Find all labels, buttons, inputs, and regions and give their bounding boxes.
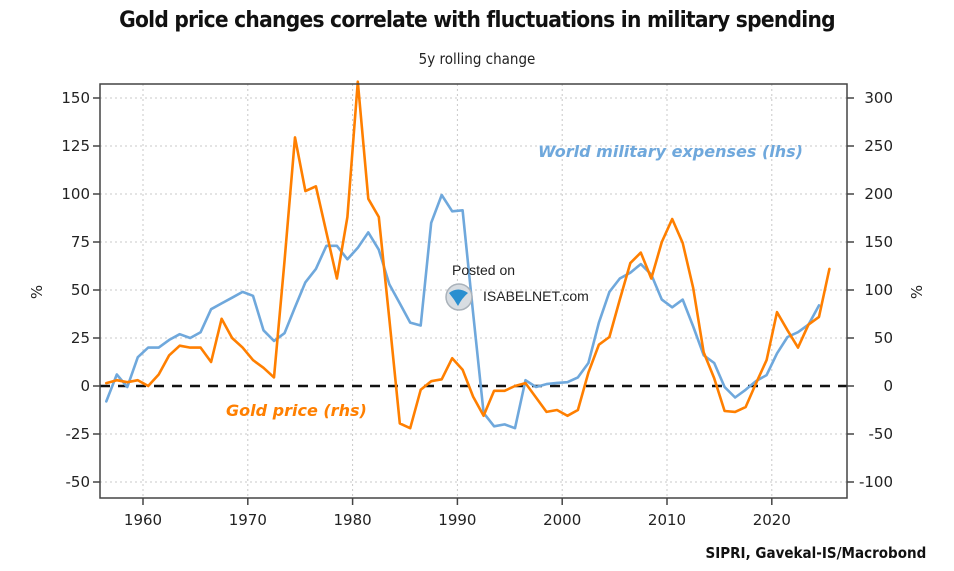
watermark-site: ISABELNET.com bbox=[483, 288, 589, 304]
right-tick-label: 0 bbox=[883, 377, 893, 395]
right-tick-label: 150 bbox=[864, 233, 893, 251]
x-tick-label: 1970 bbox=[229, 511, 267, 529]
chart-title: Gold price changes correlate with fluctu… bbox=[119, 8, 836, 33]
watermark-posted-on: Posted on bbox=[452, 262, 515, 278]
right-tick-label: 250 bbox=[864, 137, 893, 155]
military-expenses-line bbox=[105, 193, 821, 430]
plot-frame bbox=[99, 83, 848, 499]
x-tick-label: 1990 bbox=[438, 511, 476, 529]
x-tick-label: 1960 bbox=[124, 511, 162, 529]
gold-series-label: Gold price (rhs) bbox=[226, 401, 367, 420]
left-y-axis: 150 125 100 75 50 25 0 -25 -50 bbox=[61, 89, 100, 491]
right-tick-label: 50 bbox=[874, 329, 893, 347]
left-tick-label: 75 bbox=[71, 233, 90, 251]
left-tick-label: -25 bbox=[66, 425, 91, 443]
left-tick-label: 0 bbox=[80, 377, 90, 395]
military-series-label: World military expenses (lhs) bbox=[538, 142, 803, 161]
right-axis-title: % bbox=[908, 285, 926, 299]
gridlines bbox=[100, 84, 847, 498]
x-tick-label: 2010 bbox=[648, 511, 686, 529]
x-tick-label: 2000 bbox=[543, 511, 581, 529]
series-layer bbox=[105, 80, 831, 430]
isabelnet-logo-icon bbox=[445, 283, 473, 311]
x-tick-label: 1980 bbox=[334, 511, 372, 529]
right-y-axis: 300 250 200 150 100 50 0 -50 -100 bbox=[847, 89, 893, 491]
left-tick-label: -50 bbox=[66, 473, 91, 491]
left-tick-label: 125 bbox=[61, 137, 90, 155]
left-tick-label: 150 bbox=[61, 89, 90, 107]
right-tick-label: 200 bbox=[864, 185, 893, 203]
right-tick-label: -100 bbox=[859, 473, 893, 491]
x-axis: 1960 1970 1980 1990 2000 2010 2020 bbox=[124, 498, 791, 529]
right-tick-label: -50 bbox=[869, 425, 894, 443]
left-tick-label: 50 bbox=[71, 281, 90, 299]
gold-price-line bbox=[105, 80, 831, 430]
chart-subtitle: 5y rolling change bbox=[418, 50, 536, 68]
left-tick-label: 25 bbox=[71, 329, 90, 347]
left-axis-title: % bbox=[28, 285, 46, 299]
watermark: Posted on ISABELNET.com bbox=[445, 262, 589, 311]
left-tick-label: 100 bbox=[61, 185, 90, 203]
x-tick-label: 2020 bbox=[753, 511, 791, 529]
chart-source: SIPRI, Gavekal-IS/Macrobond bbox=[705, 544, 926, 562]
right-tick-label: 300 bbox=[864, 89, 893, 107]
right-tick-label: 100 bbox=[864, 281, 893, 299]
